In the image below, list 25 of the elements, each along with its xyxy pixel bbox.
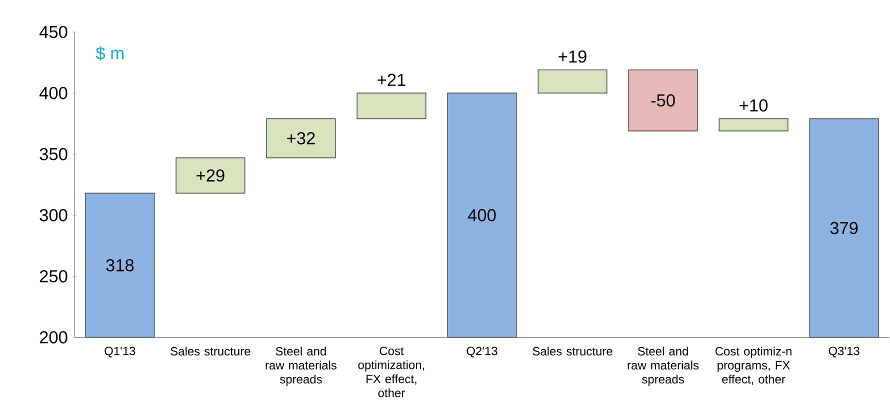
x-tick-label: Sales structure — [170, 346, 250, 356]
y-tick-label: 300 — [40, 209, 68, 222]
annotation: $ m — [96, 46, 124, 60]
x-tick-label: Cost optimization, FX effect, other — [358, 346, 424, 398]
x-tick-label: Steel and raw materials spreads — [628, 346, 699, 386]
y-tick-label: 350 — [40, 148, 68, 160]
x-tick-label: Cost optimiz-n programs, FX effect, other — [715, 346, 792, 385]
x-tick-label: Q1'13 — [104, 346, 136, 358]
y-tick-label: 450 — [39, 26, 68, 38]
data-label: +32 — [287, 132, 315, 144]
x-tick-label: Q3'13 — [828, 346, 860, 358]
x-tick-label: Sales structure — [532, 346, 612, 356]
y-tick-label: 400 — [39, 86, 68, 100]
data-label: +29 — [196, 169, 224, 182]
data-label: -50 — [651, 94, 675, 107]
x-tick-label: Steel and raw materials spreads — [266, 346, 337, 386]
data-label: 379 — [830, 222, 858, 234]
data-label: +21 — [378, 74, 406, 86]
data-label: 318 — [106, 259, 134, 272]
data-label: +19 — [558, 50, 586, 63]
y-tick-label: 200 — [40, 331, 68, 344]
y-tick-label: 250 — [40, 270, 68, 282]
x-tick-label: Q2'13 — [466, 346, 498, 358]
data-label: 400 — [468, 209, 496, 222]
data-label: +10 — [740, 99, 768, 112]
